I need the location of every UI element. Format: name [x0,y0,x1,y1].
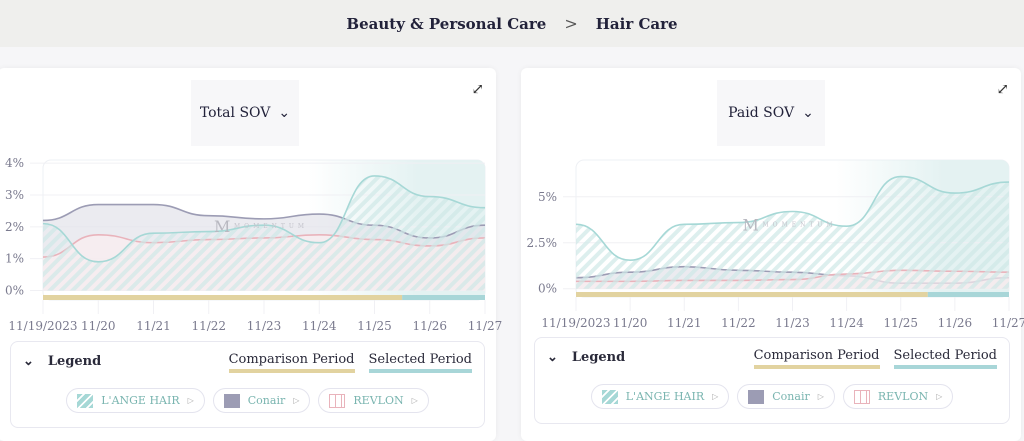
watermark-logo: M [214,217,230,236]
x-tick-label: 11/19/2023 [8,319,77,333]
watermark-text: MOMENTUM [763,222,837,229]
play-icon: ▷ [936,392,943,401]
x-tick-label: 11/26 [412,319,447,333]
x-tick-label: 11/27 [992,316,1024,330]
legend-panel: ⌄ Legend Comparison Period Selected Perio… [534,337,1010,424]
legend-chip-lange-hair[interactable]: L'ANGE HAIR ▷ [590,384,730,409]
brand-name: Conair [772,390,810,403]
legend-title: Legend [47,354,102,369]
x-tick-label: 11/25 [357,319,392,333]
x-tick-label: 11/22 [721,316,756,330]
x-tick-label: 11/24 [829,316,864,330]
legend-chip-revlon[interactable]: REVLON ▷ [842,384,954,409]
chevron-down-icon: ⌄ [278,105,291,121]
legend-toggle[interactable]: ⌄ Legend [23,354,101,369]
hatch-swatch-icon [601,389,618,404]
y-tick-label: 2.5% [527,236,558,250]
brand-name: Conair [247,394,286,407]
metric-dropdown[interactable]: Total SOV ⌄ [191,80,299,146]
paid-sov-panel: Paid SOV ⌄ ⤢ 0% 2.5% 5% 11/19/2023 11/20 11/21… [521,68,1024,441]
comparison-period-label: Comparison Period [228,352,355,373]
y-tick-label: 3% [5,188,24,202]
y-tick-label: 5% [538,190,557,204]
x-tick-label: 11/23 [775,316,810,330]
selected-period-label: Selected Period [368,352,472,373]
breadcrumb: Beauty & Personal Care > Hair Care [0,0,1024,47]
comparison-period-bar [576,292,928,297]
chevron-right-icon: > [564,14,578,33]
breadcrumb-parent[interactable]: Beauty & Personal Care [346,14,547,33]
paid-sov-chart: 0% 2.5% 5% 11/19/2023 11/20 11/21 11/22 11/23 11… [527,159,1024,330]
expand-icon[interactable]: ⤢ [471,80,484,98]
x-tick-label: 11/21 [667,316,702,330]
x-tick-label: 11/19/2023 [541,316,610,330]
play-icon: ▷ [712,392,719,401]
x-tick-label: 11/21 [136,319,171,333]
hatch-swatch-icon [77,393,94,408]
stripe-swatch-icon [329,393,346,408]
play-icon: ▷ [817,392,824,401]
legend-panel: ⌄ Legend Comparison Period Selected Perio… [10,341,485,428]
x-tick-label: 11/20 [81,319,116,333]
brand-name: REVLON [353,394,404,407]
y-tick-label: 1% [5,252,24,266]
x-tick-label: 11/22 [191,319,226,333]
x-tick-label: 11/20 [613,316,648,330]
legend-title: Legend [571,350,626,365]
y-tick-label: 2% [5,220,24,234]
x-tick-label: 11/23 [247,319,282,333]
solid-swatch-icon [748,389,765,404]
x-tick-label: 11/25 [883,316,918,330]
brand-name: L'ANGE HAIR [625,390,705,403]
x-tick-label: 11/26 [938,316,973,330]
series-area-0 [43,175,485,291]
chevron-down-icon: ⌄ [802,105,814,121]
chevron-down-icon: ⌄ [23,354,34,369]
legend-chip-conair[interactable]: Conair ▷ [737,384,835,409]
comparison-period-bar [43,295,403,300]
y-tick-label: 0% [5,283,24,297]
play-icon: ▷ [411,396,418,405]
comparison-period-label: Comparison Period [753,348,880,369]
y-tick-label: 0% [538,282,557,296]
legend-chip-revlon[interactable]: REVLON ▷ [318,388,429,413]
expand-icon[interactable]: ⤢ [996,80,1009,98]
stripe-swatch-icon [853,389,870,404]
watermark-text: MOMENTUM [234,223,308,230]
solid-swatch-icon [223,393,240,408]
breadcrumb-current: Hair Care [595,14,678,33]
legend-chip-conair[interactable]: Conair ▷ [212,388,311,413]
total-sov-panel: Total SOV ⌄ ⤢ 0% 1% 2% 3% 4% 11/19/2023 11/20 11… [0,68,502,441]
selected-period-bar [402,295,485,300]
y-tick-label: 4% [5,156,24,170]
x-tick-label: 11/24 [302,319,337,333]
total-sov-chart: 0% 1% 2% 3% 4% 11/19/2023 11/20 11/21 11/22 11/23… [5,156,502,333]
selected-period-label: Selected Period [893,348,997,369]
watermark-logo: M [743,216,759,235]
series-line-l-ange-hair [42,175,486,263]
brand-name: L'ANGE HAIR [101,394,180,407]
play-icon: ▷ [187,396,194,405]
chevron-down-icon: ⌄ [547,350,558,365]
legend-toggle[interactable]: ⌄ Legend [547,350,625,365]
legend-chip-lange-hair[interactable]: L'ANGE HAIR ▷ [66,388,205,413]
play-icon: ▷ [293,396,300,405]
brand-name: REVLON [877,390,929,403]
series-area-0 [576,176,1009,289]
x-tick-label: 11/27 [468,319,503,333]
metric-label: Paid SOV [728,105,795,121]
selected-period-bar [927,292,1009,297]
metric-dropdown[interactable]: Paid SOV ⌄ [717,80,825,146]
metric-label: Total SOV [199,105,271,121]
